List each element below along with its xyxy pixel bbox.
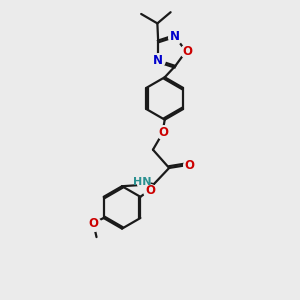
Text: O: O — [88, 217, 99, 230]
Text: O: O — [182, 45, 192, 58]
Text: O: O — [146, 184, 155, 197]
Text: HN: HN — [134, 177, 152, 187]
Text: N: N — [153, 54, 163, 67]
Text: O: O — [158, 125, 168, 139]
Text: N: N — [170, 30, 180, 43]
Text: O: O — [185, 158, 195, 172]
